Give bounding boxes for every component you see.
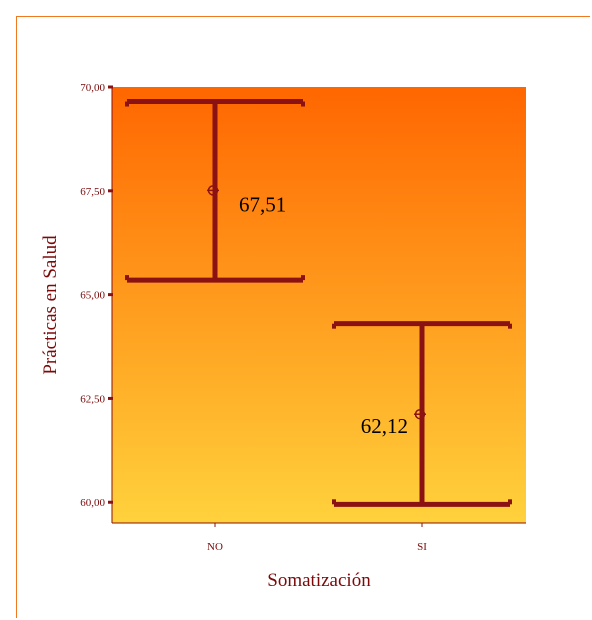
y-axis-title: Prácticas en Salud xyxy=(40,235,61,375)
mean-value-label: 67,51 xyxy=(239,192,286,216)
y-tick-label: 62,50 xyxy=(80,393,105,405)
x-tick-label: SI xyxy=(417,541,427,553)
error-bar-si xyxy=(332,321,512,507)
chart-frame xyxy=(16,16,590,618)
y-tick-label: 67,50 xyxy=(80,186,105,198)
y-tick-label: 70,00 xyxy=(80,82,105,94)
y-tick-label: 65,00 xyxy=(80,290,105,302)
x-tick-label: NO xyxy=(207,541,223,553)
mean-value-label: 62,12 xyxy=(361,414,408,438)
x-axis-title: Somatización xyxy=(267,570,371,591)
y-tick-label: 60,00 xyxy=(80,497,105,509)
error-bar-no xyxy=(125,99,305,283)
plot-area xyxy=(112,87,526,523)
